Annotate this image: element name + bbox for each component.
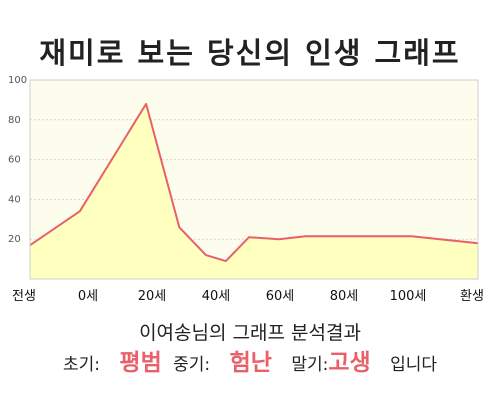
x-axis-ticks: 전생 0세 20세 40세 60세 80세 100세 환생 <box>12 289 484 304</box>
y-tick-label: 80 <box>8 115 21 126</box>
x-tick-label: 40세 <box>202 289 231 304</box>
x-tick-label: 0세 <box>78 289 98 304</box>
x-tick-label: 전생 <box>12 289 36 304</box>
plot-frame <box>29 79 479 280</box>
x-tick-label: 80세 <box>330 289 359 304</box>
chart-title: 재미로 보는 당신의 인생 그래프 <box>39 36 461 70</box>
result-ending: 입니다 <box>390 355 437 375</box>
early-label: 초기: <box>63 355 101 375</box>
x-tick-label: 100세 <box>390 289 427 304</box>
life-line <box>29 102 479 263</box>
analysis-result: 초기: 평범 중기: 험난 말기:고생 입니다 <box>0 343 500 377</box>
early-value: 평범 <box>119 350 162 376</box>
x-tick-label: 환생 <box>460 289 484 304</box>
x-tick-label: 20세 <box>138 289 167 304</box>
y-tick-label: 100 <box>8 75 27 86</box>
y-tick-label: 60 <box>8 155 21 166</box>
y-tick-label: 20 <box>8 234 21 245</box>
late-label: 말기: <box>291 355 329 375</box>
y-tick-label: 40 <box>8 194 21 205</box>
y-axis-ticks: 20 40 60 80 100 <box>8 75 27 245</box>
mid-label: 중기: <box>173 355 211 375</box>
late-value: 고생 <box>328 350 371 376</box>
x-tick-label: 60세 <box>266 289 295 304</box>
life-area-fill <box>30 103 478 280</box>
mid-value: 험난 <box>229 350 272 376</box>
analysis-summary: 이여송님의 그래프 분석결과 <box>139 322 361 344</box>
